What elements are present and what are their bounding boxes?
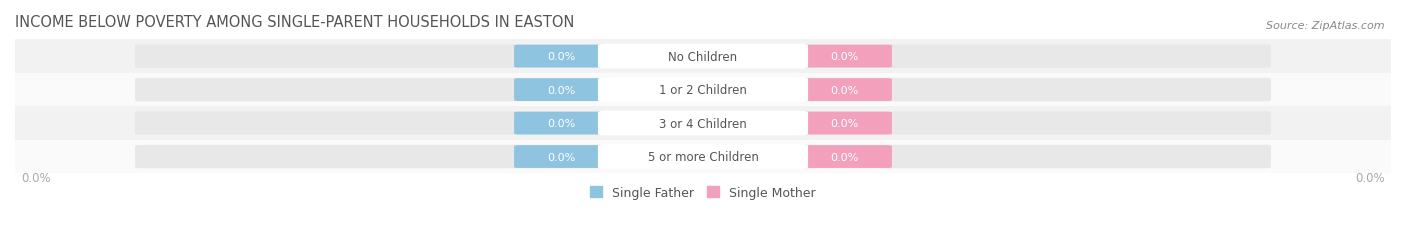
- Text: 0.0%: 0.0%: [1355, 171, 1385, 184]
- FancyBboxPatch shape: [797, 112, 891, 135]
- Bar: [15, 73, 1391, 107]
- Text: 0.0%: 0.0%: [547, 152, 576, 162]
- Text: No Children: No Children: [668, 50, 738, 63]
- FancyBboxPatch shape: [797, 46, 891, 68]
- Text: 0.0%: 0.0%: [547, 52, 576, 62]
- FancyBboxPatch shape: [135, 112, 1271, 135]
- FancyBboxPatch shape: [135, 145, 1271, 169]
- Text: 0.0%: 0.0%: [547, 85, 576, 95]
- Legend: Single Father, Single Mother: Single Father, Single Mother: [585, 181, 821, 204]
- Bar: [15, 107, 1391, 140]
- FancyBboxPatch shape: [515, 46, 609, 68]
- Text: 1 or 2 Children: 1 or 2 Children: [659, 84, 747, 97]
- Text: 5 or more Children: 5 or more Children: [648, 150, 758, 163]
- FancyBboxPatch shape: [598, 78, 808, 103]
- FancyBboxPatch shape: [135, 79, 1271, 102]
- FancyBboxPatch shape: [515, 146, 609, 168]
- FancyBboxPatch shape: [797, 146, 891, 168]
- FancyBboxPatch shape: [515, 79, 609, 102]
- FancyBboxPatch shape: [598, 45, 808, 69]
- Text: 0.0%: 0.0%: [547, 119, 576, 128]
- Text: INCOME BELOW POVERTY AMONG SINGLE-PARENT HOUSEHOLDS IN EASTON: INCOME BELOW POVERTY AMONG SINGLE-PARENT…: [15, 15, 575, 30]
- FancyBboxPatch shape: [797, 79, 891, 102]
- Text: 0.0%: 0.0%: [21, 171, 51, 184]
- FancyBboxPatch shape: [515, 112, 609, 135]
- FancyBboxPatch shape: [598, 145, 808, 169]
- Text: 0.0%: 0.0%: [830, 52, 859, 62]
- Bar: [15, 140, 1391, 173]
- FancyBboxPatch shape: [598, 111, 808, 136]
- Text: 3 or 4 Children: 3 or 4 Children: [659, 117, 747, 130]
- Text: Source: ZipAtlas.com: Source: ZipAtlas.com: [1267, 21, 1385, 31]
- FancyBboxPatch shape: [135, 45, 1271, 69]
- Bar: [15, 40, 1391, 73]
- Text: 0.0%: 0.0%: [830, 85, 859, 95]
- Text: 0.0%: 0.0%: [830, 152, 859, 162]
- Text: 0.0%: 0.0%: [830, 119, 859, 128]
